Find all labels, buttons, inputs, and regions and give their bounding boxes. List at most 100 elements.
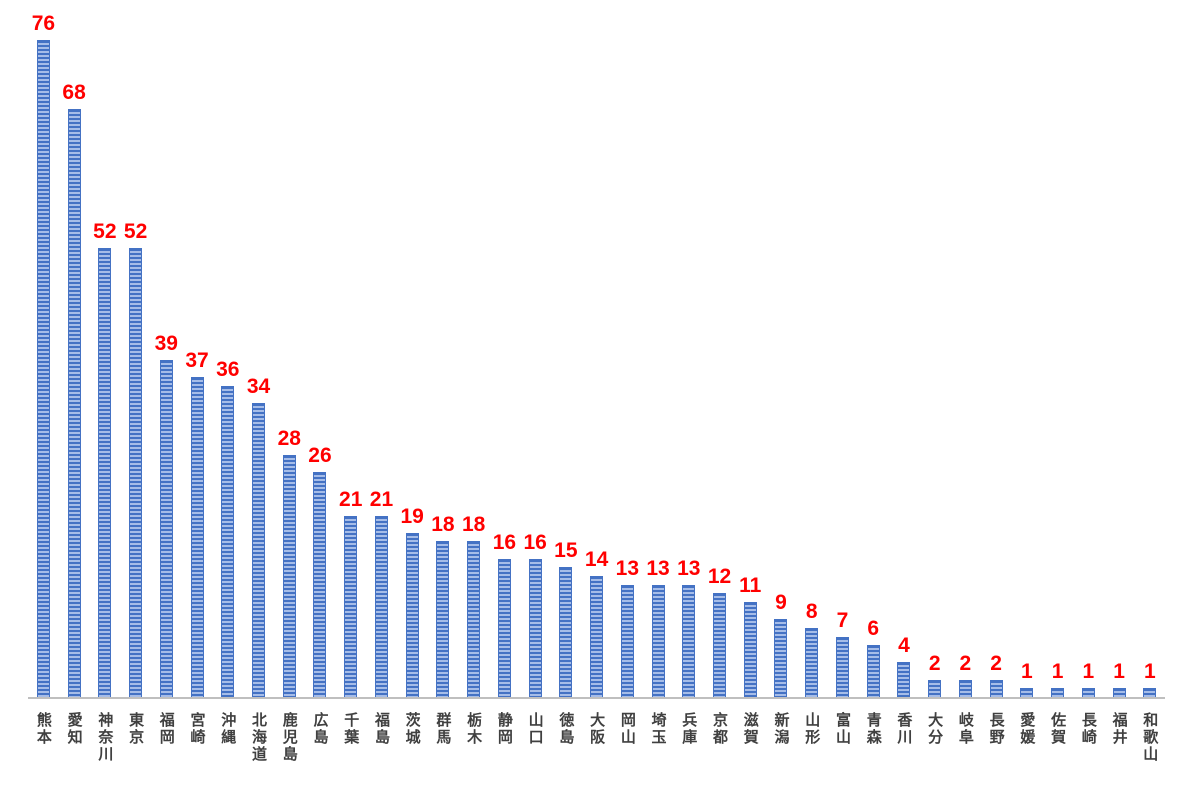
x-axis-category-cell: 徳島 [550, 712, 581, 763]
x-axis-category-label: 徳島 [557, 712, 575, 746]
bar-value-label: 16 [492, 531, 517, 554]
bar-column: 36 [212, 359, 243, 697]
x-axis-category-cell: 静岡 [489, 712, 520, 763]
bar-value-label: 1 [1051, 660, 1064, 683]
x-axis-category-cell: 東京 [120, 712, 151, 763]
x-axis-category-cell: 岐阜 [950, 712, 981, 763]
bar-column: 52 [120, 221, 151, 697]
bar-value-label: 36 [216, 358, 240, 381]
x-axis-category-label: 沖縄 [219, 712, 237, 746]
bar [805, 628, 819, 697]
bar [682, 585, 696, 697]
bar-column: 28 [274, 428, 305, 697]
x-axis-category-cell: 愛知 [59, 712, 90, 763]
x-axis-category-label: 佐賀 [1049, 712, 1067, 746]
bar-value-label: 21 [369, 488, 394, 511]
x-axis-category-cell: 滋賀 [735, 712, 766, 763]
bar-column: 21 [335, 489, 366, 697]
bar-column: 2 [981, 653, 1012, 697]
bar [190, 377, 204, 697]
x-axis-category-label: 群馬 [434, 712, 452, 746]
bar [866, 645, 880, 697]
bar [1143, 688, 1157, 697]
x-axis-category-label: 神奈川 [96, 712, 114, 763]
bar [989, 680, 1003, 697]
bar-value-label: 8 [805, 600, 818, 623]
x-axis-category-cell: 富山 [827, 712, 858, 763]
x-axis-category-label: 栃木 [465, 712, 483, 746]
bar [1112, 688, 1126, 697]
bar [897, 662, 911, 697]
bar-column: 1 [1012, 661, 1043, 697]
bar-value-label: 13 [615, 557, 639, 580]
bar-value-label: 1 [1021, 660, 1033, 683]
x-axis-category-cell: 千葉 [335, 712, 366, 763]
bar-column: 16 [489, 532, 520, 697]
x-axis-category-label: 山形 [803, 712, 821, 746]
bar-column: 7 [827, 610, 858, 697]
x-axis-category-label: 千葉 [342, 712, 360, 746]
bar-value-label: 2 [928, 652, 941, 675]
x-axis-category-cell: 広島 [305, 712, 336, 763]
bar-value-label: 16 [523, 531, 547, 554]
x-axis-category-cell: 群馬 [428, 712, 459, 763]
bar-column: 11 [735, 575, 766, 697]
bar-column: 19 [397, 506, 428, 697]
bar-column: 12 [704, 566, 735, 697]
bar-value-label: 18 [431, 513, 455, 536]
x-axis-category-cell: 茨城 [397, 712, 428, 763]
x-axis-category-cell: 兵庫 [673, 712, 704, 763]
bar [98, 248, 112, 697]
bar [467, 541, 481, 697]
x-axis-category-label: 東京 [127, 712, 145, 746]
x-axis-category-label: 兵庫 [680, 712, 698, 746]
bar-value-label: 21 [339, 488, 363, 511]
bar-column: 6 [858, 618, 889, 697]
bar-column: 18 [428, 514, 459, 697]
bar-value-label: 19 [400, 505, 424, 528]
bar-column: 16 [520, 532, 551, 697]
x-axis-category-cell: 長崎 [1073, 712, 1104, 763]
bar-value-label: 37 [185, 349, 209, 372]
x-axis-category-label: 岡山 [618, 712, 636, 746]
bar-value-label: 12 [707, 565, 732, 588]
x-axis-category-label: 大阪 [588, 712, 606, 746]
x-axis-category-cell: 神奈川 [89, 712, 120, 763]
x-axis-category-label: 新潟 [772, 712, 790, 746]
bar-value-label: 26 [308, 444, 332, 467]
x-axis-category-cell: 山形 [796, 712, 827, 763]
bar-value-label: 1 [1082, 660, 1095, 683]
bar-column: 21 [366, 489, 397, 697]
x-axis-category-cell: 沖縄 [212, 712, 243, 763]
bar-value-label: 52 [123, 220, 148, 243]
bar-value-label: 2 [990, 652, 1002, 675]
bar-value-label: 76 [31, 12, 56, 35]
x-axis-category-cell: 大分 [919, 712, 950, 763]
bar-value-label: 6 [867, 617, 880, 640]
x-axis-labels: 熊本 愛知 神奈川 東京 福岡 宮崎 沖縄 北海道 鹿児島 広島 千葉 福島 茨城 群馬 栃木 静岡 山口 徳島大… [28, 699, 1165, 763]
x-axis-category-label: 福井 [1110, 712, 1128, 746]
bar [743, 602, 757, 697]
bar [774, 619, 788, 697]
bar [651, 585, 665, 697]
x-axis-category-cell: 鹿児島 [274, 712, 305, 763]
x-axis-category-label: 和歌山 [1141, 712, 1159, 763]
x-axis-category-cell: 熊本 [28, 712, 59, 763]
bar-column: 13 [643, 558, 674, 697]
bar-value-label: 1 [1143, 660, 1156, 683]
x-axis-category-cell: 大阪 [581, 712, 612, 763]
bar [528, 559, 542, 697]
bar-value-label: 9 [775, 591, 787, 614]
bar-column: 34 [243, 376, 274, 697]
bar-column: 39 [151, 333, 182, 697]
bar-column: 1 [1104, 661, 1135, 697]
x-axis-category-cell: 佐賀 [1042, 712, 1073, 763]
bar-column: 26 [305, 445, 336, 697]
x-axis-category-label: 宮崎 [188, 712, 206, 746]
x-axis-category-label: 長野 [987, 712, 1005, 746]
bar [497, 559, 511, 697]
bar-value-label: 52 [93, 220, 117, 243]
x-axis-category-cell: 埼玉 [643, 712, 674, 763]
bar [129, 248, 143, 697]
